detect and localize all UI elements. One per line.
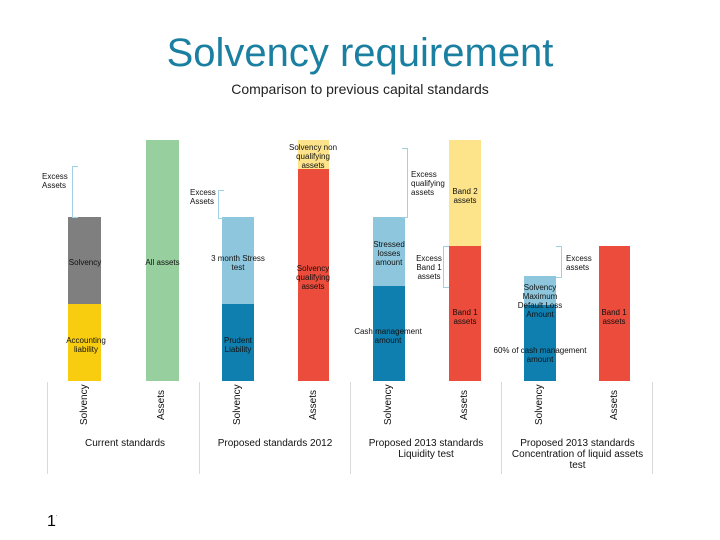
column-label: Assets <box>459 390 470 421</box>
stressed-losses-label: Stressed losses amount <box>373 240 405 267</box>
solvency-maximum-label: Solvency Maximum Default Loss Amount <box>517 283 563 319</box>
page-title: Solvency requirement <box>166 31 554 75</box>
separator <box>350 382 351 474</box>
excess-assets-bracket <box>72 166 78 218</box>
slide-number: 17 <box>47 514 57 530</box>
column-label: Solvency <box>79 384 90 425</box>
prudent-liability-label: Prudent Liability <box>223 336 253 354</box>
column-label: Assets <box>156 390 167 421</box>
band1-b-block <box>599 246 630 381</box>
excess-assets-2-bracket <box>218 190 224 219</box>
excess-assets-3-bracket <box>556 246 562 278</box>
prudent-liability-block <box>222 304 254 381</box>
band1-label: Band 1 assets <box>452 308 478 326</box>
excess-assets-label: Excess Assets <box>42 172 68 190</box>
excess-assets-3-label: Excess assets <box>566 254 592 272</box>
stress-test-block <box>222 217 254 304</box>
caption-proposed-2013-concentration: Proposed 2013 standards Concentration of… <box>511 438 644 471</box>
caption-proposed-2013-liquidity: Proposed 2013 standards Liquidity test <box>368 438 484 460</box>
excess-band1-label: Excess Band 1 assets <box>416 254 442 281</box>
column-label: Assets <box>609 390 620 421</box>
column-label: Assets <box>308 390 319 421</box>
solvency-max-block <box>524 276 556 305</box>
qualifying-label: Solvency qualifying assets <box>296 264 330 291</box>
band2-label: Band 2 assets <box>452 187 478 205</box>
caption-current-standards: Current standards <box>84 438 166 449</box>
column-label: Solvency <box>232 384 243 425</box>
cash-management-amount-label: Cash management amount <box>354 327 422 345</box>
band1-block <box>449 246 481 381</box>
column-label: Solvency <box>534 384 545 425</box>
stress-test-label: 3 month Stress test <box>211 254 265 272</box>
caption-proposed-2012: Proposed standards 2012 <box>217 438 333 449</box>
accounting-liability-block <box>68 304 101 381</box>
accounting-liability-label: Accounting liability <box>66 336 106 354</box>
separator <box>47 382 48 474</box>
page-subtitle: Comparison to previous capital standards <box>231 81 489 97</box>
separator <box>652 382 653 474</box>
pct-cash-label: 60% of cash management amount <box>493 346 587 364</box>
non-qualifying-label: Solvency non qualifying assets <box>288 143 338 170</box>
stressed-losses-block <box>373 217 405 286</box>
all-assets-label: All assets <box>145 258 180 267</box>
column-label: Solvency <box>383 384 394 425</box>
excess-assets-2-label: Excess Assets <box>190 188 216 206</box>
excess-band1-bracket <box>443 246 449 288</box>
all-assets-block <box>146 140 179 381</box>
excess-qualifying-bracket <box>402 148 408 218</box>
solvency-grey-block <box>68 217 101 304</box>
band2-block <box>449 140 481 246</box>
cash-60-block <box>524 305 556 381</box>
qualifying-block <box>298 169 329 381</box>
solvency-label: Solvency <box>68 258 102 267</box>
non-qualifying-block <box>298 140 329 169</box>
cash-management-block <box>373 286 405 381</box>
separator <box>199 382 200 474</box>
excess-qualifying-label: Excess qualifying assets <box>411 170 445 197</box>
separator <box>501 382 502 474</box>
band1-b-label: Band 1 assets <box>601 308 627 326</box>
